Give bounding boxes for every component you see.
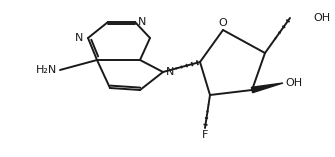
Text: N: N bbox=[75, 33, 83, 43]
Text: N: N bbox=[138, 17, 146, 27]
Text: N: N bbox=[166, 67, 175, 77]
Text: H₂N: H₂N bbox=[36, 65, 57, 75]
Text: O: O bbox=[219, 18, 227, 28]
Text: F: F bbox=[202, 130, 208, 140]
Text: OH: OH bbox=[285, 78, 302, 88]
Text: OH: OH bbox=[313, 13, 330, 23]
Polygon shape bbox=[251, 83, 283, 93]
